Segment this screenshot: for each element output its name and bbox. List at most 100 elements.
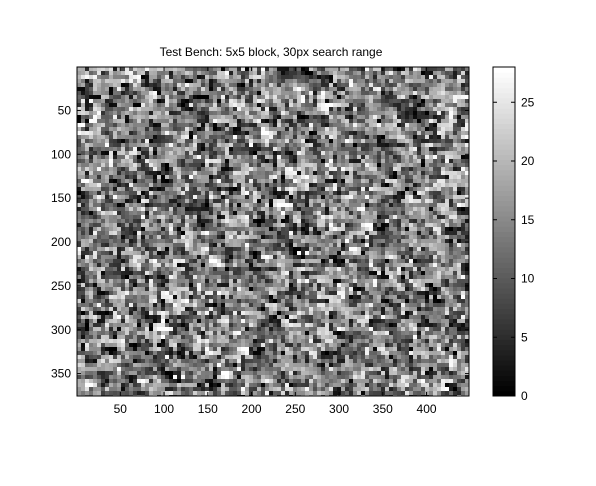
- heatmap-cell: [345, 231, 349, 235]
- heatmap-cell: [129, 215, 133, 219]
- heatmap-cell: [373, 215, 377, 219]
- heatmap-cell: [261, 263, 265, 267]
- heatmap-cell: [413, 207, 417, 211]
- heatmap-cell: [189, 139, 193, 143]
- heatmap-cell: [125, 135, 129, 139]
- heatmap-cell: [169, 111, 173, 115]
- heatmap-cell: [429, 167, 433, 171]
- heatmap-cell: [101, 187, 105, 191]
- heatmap-cell: [381, 119, 385, 123]
- heatmap-cell: [425, 119, 429, 123]
- heatmap-cell: [77, 207, 81, 211]
- heatmap-cell: [385, 139, 389, 143]
- heatmap-cell: [117, 179, 121, 183]
- heatmap-cell: [77, 143, 81, 147]
- heatmap-cell: [173, 115, 177, 119]
- heatmap-cell: [261, 143, 265, 147]
- heatmap-cell: [461, 263, 465, 267]
- heatmap-cell: [445, 147, 449, 151]
- heatmap-cell: [125, 243, 129, 247]
- heatmap-cell: [141, 67, 145, 71]
- heatmap-cell: [353, 207, 357, 211]
- heatmap-cell: [85, 223, 89, 227]
- heatmap-cell: [297, 175, 301, 179]
- heatmap-cell: [101, 67, 105, 71]
- heatmap-cell: [117, 255, 121, 259]
- heatmap-cell: [221, 203, 225, 207]
- heatmap-cell: [401, 211, 405, 215]
- heatmap-cell: [309, 167, 313, 171]
- heatmap-cell: [301, 123, 305, 127]
- heatmap-cell: [201, 103, 205, 107]
- heatmap-cell: [377, 91, 381, 95]
- heatmap-cell: [117, 135, 121, 139]
- heatmap-cell: [89, 95, 93, 99]
- heatmap-cell: [113, 99, 117, 103]
- heatmap-cell: [393, 71, 397, 75]
- heatmap-cell: [297, 179, 301, 183]
- heatmap-cell: [385, 223, 389, 227]
- heatmap-cell: [453, 159, 457, 163]
- heatmap-cell: [245, 223, 249, 227]
- heatmap-cell: [417, 159, 421, 163]
- heatmap-cell: [405, 99, 409, 103]
- heatmap-cell: [117, 211, 121, 215]
- heatmap-cell: [385, 231, 389, 235]
- heatmap-cell: [217, 163, 221, 167]
- heatmap-cell: [221, 167, 225, 171]
- heatmap-cell: [385, 143, 389, 147]
- heatmap-cell: [305, 247, 309, 251]
- heatmap-cell: [101, 147, 105, 151]
- heatmap-cell: [81, 179, 85, 183]
- heatmap-cell: [453, 115, 457, 119]
- heatmap-cell: [465, 99, 469, 103]
- heatmap-cell: [305, 87, 309, 91]
- heatmap-cell: [105, 199, 109, 203]
- heatmap-cell: [309, 259, 313, 263]
- heatmap-cell: [97, 131, 101, 135]
- heatmap-cell: [321, 91, 325, 95]
- heatmap-cell: [297, 235, 301, 239]
- heatmap-cell: [289, 171, 293, 175]
- heatmap-cell: [453, 247, 457, 251]
- heatmap-cell: [201, 139, 205, 143]
- heatmap-cell: [161, 167, 165, 171]
- heatmap-cell: [85, 219, 89, 223]
- heatmap-cell: [89, 227, 93, 231]
- heatmap-cell: [245, 183, 249, 187]
- heatmap-cell: [377, 183, 381, 187]
- heatmap-cell: [129, 163, 133, 167]
- heatmap-cell: [333, 75, 337, 79]
- heatmap-cell: [373, 231, 377, 235]
- heatmap-cell: [449, 247, 453, 251]
- heatmap-cell: [401, 263, 405, 267]
- heatmap-cell: [177, 175, 181, 179]
- heatmap-cell: [433, 83, 437, 87]
- heatmap-cell: [441, 71, 445, 75]
- heatmap-cell: [129, 227, 133, 231]
- heatmap-cell: [261, 183, 265, 187]
- heatmap-cell: [389, 115, 393, 119]
- heatmap-cell: [81, 143, 85, 147]
- heatmap-cell: [101, 195, 105, 199]
- heatmap-cell: [81, 151, 85, 155]
- heatmap-cell: [329, 183, 333, 187]
- heatmap-cell: [273, 163, 277, 167]
- heatmap-cell: [157, 215, 161, 219]
- heatmap-cell: [365, 107, 369, 111]
- heatmap-cell: [301, 147, 305, 151]
- heatmap-cell: [313, 151, 317, 155]
- heatmap-cell: [361, 179, 365, 183]
- heatmap-cell: [197, 127, 201, 131]
- heatmap-cell: [297, 103, 301, 107]
- heatmap-cell: [321, 255, 325, 259]
- heatmap-cell: [217, 175, 221, 179]
- heatmap-cell: [393, 75, 397, 79]
- heatmap-cell: [297, 95, 301, 99]
- heatmap-cell: [337, 131, 341, 135]
- heatmap-cell: [349, 127, 353, 131]
- heatmap-cell: [121, 215, 125, 219]
- heatmap-cell: [113, 167, 117, 171]
- heatmap-cell: [137, 111, 141, 115]
- heatmap-cell: [249, 227, 253, 231]
